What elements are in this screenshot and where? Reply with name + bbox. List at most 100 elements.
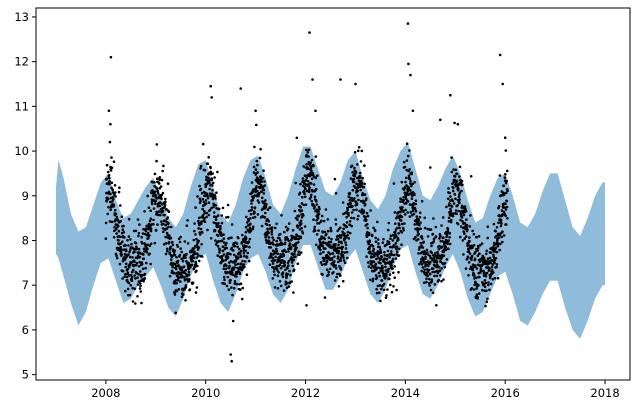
data-point	[409, 179, 412, 183]
data-point	[250, 202, 253, 205]
data-point	[251, 199, 255, 202]
data-point	[236, 245, 239, 249]
data-point	[402, 196, 406, 199]
data-point	[405, 159, 409, 162]
data-point	[262, 188, 266, 192]
data-point	[336, 234, 339, 238]
data-point	[454, 209, 458, 212]
data-point	[394, 257, 398, 260]
y-tick-label: 6	[22, 323, 29, 337]
data-point	[163, 213, 166, 217]
outlier-point	[210, 96, 213, 99]
data-point	[305, 153, 308, 157]
data-point	[337, 240, 341, 244]
data-point	[153, 172, 157, 176]
data-point	[227, 288, 231, 291]
data-point	[470, 258, 473, 262]
data-point	[356, 189, 360, 193]
data-point	[427, 264, 430, 268]
data-point	[483, 279, 487, 282]
data-point	[179, 247, 182, 250]
data-point	[153, 184, 156, 188]
data-point	[266, 227, 269, 231]
data-point	[185, 278, 189, 281]
data-point	[155, 211, 159, 214]
data-point	[466, 228, 469, 231]
data-point	[388, 273, 392, 277]
data-point	[342, 227, 346, 230]
data-point	[138, 287, 142, 290]
data-point	[109, 192, 112, 196]
data-point	[218, 251, 221, 254]
data-point	[426, 270, 430, 274]
data-point	[256, 199, 260, 202]
data-point	[260, 180, 264, 183]
data-point	[464, 235, 468, 238]
data-point	[448, 191, 452, 195]
data-point	[163, 203, 167, 206]
data-point	[385, 273, 388, 276]
data-point	[276, 252, 280, 256]
data-point	[216, 170, 219, 174]
data-point	[295, 246, 298, 250]
data-point	[158, 204, 162, 208]
data-point	[402, 210, 405, 213]
data-point	[372, 226, 375, 230]
data-point	[309, 182, 313, 185]
data-point	[233, 244, 237, 248]
data-point	[455, 172, 459, 176]
data-point	[489, 261, 493, 265]
data-point	[243, 254, 246, 258]
data-point	[481, 254, 485, 258]
data-point	[415, 215, 419, 218]
data-point	[232, 249, 235, 252]
data-point	[131, 276, 134, 279]
data-point	[134, 229, 138, 233]
data-point	[199, 187, 203, 191]
data-point	[381, 266, 385, 270]
data-point	[384, 269, 388, 272]
y-tick-label: 8	[22, 234, 29, 248]
data-point	[379, 261, 382, 265]
data-point	[383, 250, 386, 254]
y-tick-label: 13	[14, 10, 29, 24]
data-point	[397, 232, 401, 235]
data-point	[220, 260, 223, 264]
data-point	[353, 197, 356, 200]
data-point	[200, 192, 204, 195]
data-point	[494, 246, 498, 250]
data-point	[389, 283, 392, 287]
data-point	[138, 223, 141, 226]
data-point	[397, 223, 401, 227]
data-point	[350, 211, 354, 214]
data-point	[442, 278, 445, 281]
data-point	[136, 283, 140, 286]
data-point	[117, 224, 120, 228]
data-point	[290, 261, 294, 264]
data-point	[284, 238, 287, 242]
data-point	[414, 235, 417, 239]
data-point	[371, 245, 375, 248]
data-point	[158, 178, 161, 181]
data-point	[435, 274, 439, 278]
data-point	[435, 304, 438, 307]
data-point	[187, 270, 191, 274]
data-point	[306, 180, 310, 183]
data-point	[174, 311, 177, 315]
data-point	[457, 209, 460, 213]
data-point	[273, 258, 277, 262]
data-point	[195, 237, 198, 241]
data-point	[271, 236, 274, 239]
data-point	[402, 199, 406, 202]
data-point	[442, 236, 445, 239]
outlier-point	[339, 78, 342, 81]
data-point	[205, 215, 208, 219]
data-point	[312, 164, 315, 168]
data-point	[218, 248, 222, 251]
data-point	[364, 203, 367, 206]
data-point	[161, 191, 165, 195]
data-point	[363, 182, 367, 186]
data-point	[126, 238, 129, 242]
data-point	[440, 267, 444, 270]
data-point	[146, 247, 149, 251]
